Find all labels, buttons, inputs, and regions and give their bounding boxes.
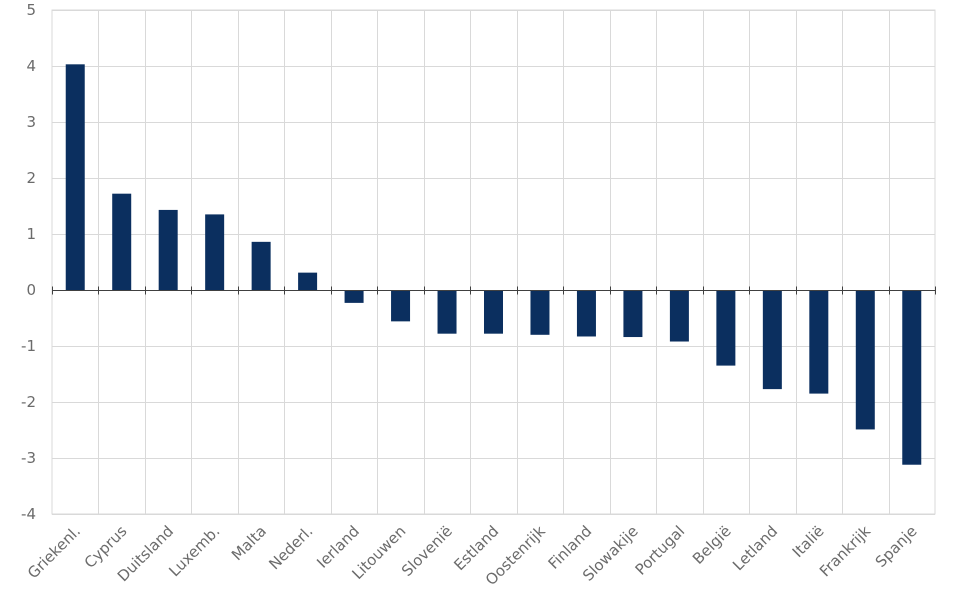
- category-label: Frankrijk: [816, 522, 874, 580]
- y-tick-label: 0: [26, 281, 36, 299]
- bar: [809, 290, 829, 394]
- plot-border: [51, 9, 936, 515]
- y-tick-label: 2: [26, 169, 36, 187]
- bar: [298, 272, 318, 290]
- bar: [623, 290, 643, 338]
- category-label: Slovenië: [398, 522, 456, 580]
- bar: [205, 214, 225, 290]
- y-tick-label: 4: [26, 57, 36, 75]
- y-tick-label: -4: [21, 505, 36, 523]
- bar: [855, 290, 875, 430]
- bar: [251, 241, 271, 290]
- zero-axis: [52, 286, 936, 295]
- category-label: Portugal: [632, 522, 689, 579]
- bar: [762, 290, 782, 390]
- y-tick-label: -1: [21, 337, 36, 355]
- category-label: Luxemb.: [165, 522, 223, 580]
- y-tick-label: -2: [21, 393, 36, 411]
- category-label: België: [689, 522, 735, 568]
- category-label: Malta: [228, 522, 270, 564]
- bar: [112, 193, 132, 290]
- bar: [437, 290, 457, 334]
- bar: [391, 290, 411, 322]
- y-tick-label: 1: [26, 225, 36, 243]
- bar: [902, 290, 922, 465]
- bar: [158, 209, 178, 290]
- y-axis-tick-labels: 5 4 3 2 1 0 -1 -2 -3 -4: [21, 1, 36, 523]
- y-tick-label: 3: [26, 113, 36, 131]
- category-label: Italië: [789, 522, 828, 561]
- bar: [484, 290, 503, 334]
- y-tick-label: -3: [21, 449, 36, 467]
- bar: [576, 290, 596, 337]
- category-label: Spanje: [872, 522, 921, 571]
- category-label: Nederl.: [265, 522, 316, 573]
- category-label: Griekenl.: [24, 522, 84, 582]
- category-label: Letland: [729, 522, 781, 574]
- bar: [716, 290, 736, 366]
- bar: [530, 290, 550, 335]
- grid-lines: [51, 9, 936, 515]
- bar: [65, 64, 85, 290]
- bars: [65, 64, 922, 465]
- bar: [344, 290, 364, 303]
- y-tick-label: 5: [26, 1, 36, 19]
- bar: [669, 290, 689, 342]
